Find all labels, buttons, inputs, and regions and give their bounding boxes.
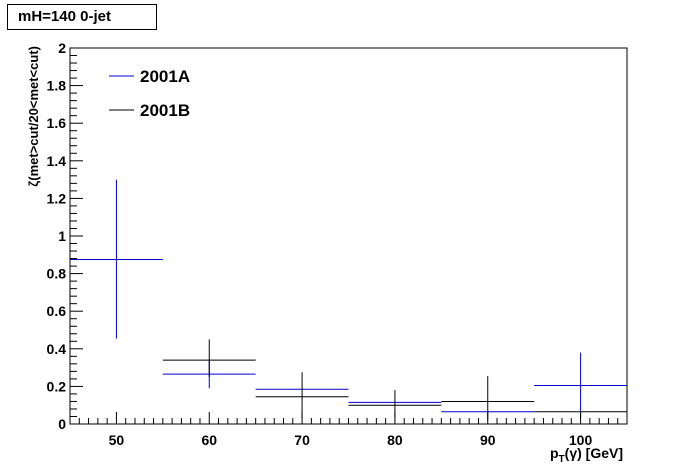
chart-title: mH=140 0-jet bbox=[7, 4, 157, 30]
x-tick-label: 100 bbox=[569, 432, 593, 448]
axes: 0 0.2 0.4 0.6 0.8 1 1.2 1.4 1.6 1.8 2 50 60 70 80 90 100 bbox=[47, 40, 619, 448]
y-tick-label: 0 bbox=[58, 416, 66, 432]
x-tick-label: 60 bbox=[201, 432, 217, 448]
data-point bbox=[70, 179, 163, 339]
y-tick-label: 0.6 bbox=[47, 303, 67, 319]
y-tick-label: 1.2 bbox=[47, 190, 67, 206]
y-tick-label: 1.4 bbox=[47, 153, 67, 169]
x-tick-label: 50 bbox=[109, 432, 125, 448]
y-tick-label: 0.8 bbox=[47, 266, 67, 282]
series-2001B bbox=[162, 339, 627, 421]
data-point bbox=[162, 339, 256, 377]
legend-label-2001A: 2001A bbox=[140, 67, 190, 86]
y-tick-label: 1 bbox=[58, 228, 66, 244]
legend: 2001A 2001B bbox=[109, 67, 190, 120]
y-tick-label: 1.8 bbox=[47, 78, 67, 94]
data-point bbox=[255, 372, 349, 419]
legend-label-2001B: 2001B bbox=[140, 101, 190, 120]
x-axis-label-main: p bbox=[550, 445, 559, 461]
y-axis-label: ζ(met>cut/20<met<cut) bbox=[26, 46, 41, 187]
data-point bbox=[534, 352, 627, 419]
x-tick-label: 70 bbox=[294, 432, 310, 448]
x-axis-label-sub: T bbox=[559, 454, 565, 465]
x-axis-label-rest: (γ) [GeV] bbox=[565, 445, 623, 461]
series-2001A bbox=[70, 179, 627, 419]
series-layer bbox=[70, 179, 627, 421]
y-tick-label: 0.4 bbox=[47, 341, 67, 357]
y-tick-label: 2 bbox=[58, 40, 66, 56]
y-tick-label: 0.2 bbox=[47, 378, 67, 394]
x-tick-label: 90 bbox=[480, 432, 496, 448]
x-axis-label: pT(γ) [GeV] bbox=[550, 445, 623, 465]
x-tick-label: 80 bbox=[387, 432, 403, 448]
y-tick-label: 1.6 bbox=[47, 115, 67, 131]
